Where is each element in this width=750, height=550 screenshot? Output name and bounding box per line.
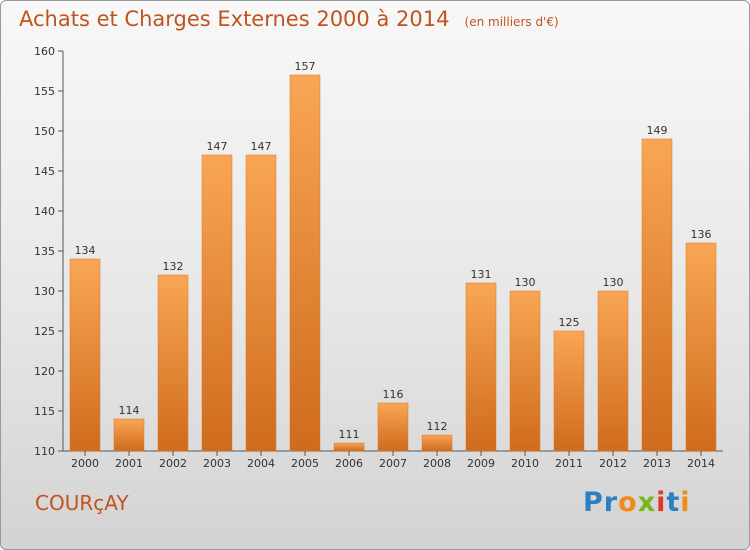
bar xyxy=(69,258,101,452)
bar-value-label: 112 xyxy=(427,420,448,433)
x-tick-label: 2005 xyxy=(291,457,319,470)
bar xyxy=(553,330,585,452)
bar xyxy=(641,138,673,452)
brand-letter: x xyxy=(637,487,657,518)
y-tick-label: 140 xyxy=(34,205,55,218)
brand-letter: o xyxy=(618,487,638,518)
x-tick-label: 2002 xyxy=(159,457,187,470)
bar-value-label: 130 xyxy=(515,276,536,289)
x-tick-label: 2013 xyxy=(643,457,671,470)
bar xyxy=(245,154,277,452)
x-tick-label: 2006 xyxy=(335,457,363,470)
bar xyxy=(685,242,717,452)
y-tick-label: 150 xyxy=(34,125,55,138)
bar xyxy=(289,74,321,452)
brand-letter: P xyxy=(583,487,604,518)
y-tick-label: 160 xyxy=(34,45,55,58)
bar xyxy=(333,442,365,452)
brand-letter: t xyxy=(666,487,681,518)
bar xyxy=(509,290,541,452)
bar-value-label: 134 xyxy=(75,244,96,257)
commune-name: COURçAY xyxy=(35,491,129,515)
bar-value-label: 147 xyxy=(251,140,272,153)
x-tick-label: 2009 xyxy=(467,457,495,470)
y-tick-label: 120 xyxy=(34,365,55,378)
x-tick-label: 2001 xyxy=(115,457,143,470)
chart-title: Achats et Charges Externes 2000 à 2014 xyxy=(19,7,450,31)
bar-value-label: 114 xyxy=(119,404,140,417)
x-tick-label: 2008 xyxy=(423,457,451,470)
bar xyxy=(421,434,453,452)
x-tick-label: 2012 xyxy=(599,457,627,470)
x-tick-label: 2014 xyxy=(687,457,715,470)
brand-letter: i xyxy=(680,487,691,518)
brand-logo: Proxiti xyxy=(583,487,691,518)
bar-value-label: 131 xyxy=(471,268,492,281)
x-tick-label: 2010 xyxy=(511,457,539,470)
y-tick-label: 155 xyxy=(34,85,55,98)
brand-letter: i xyxy=(656,487,667,518)
bar-value-label: 147 xyxy=(207,140,228,153)
brand-letter: r xyxy=(603,487,619,518)
bar xyxy=(201,154,233,452)
chart-subtitle: (en milliers d'€) xyxy=(464,15,559,29)
x-tick-label: 2011 xyxy=(555,457,583,470)
bar-value-label: 136 xyxy=(691,228,712,241)
bar xyxy=(597,290,629,452)
y-tick-label: 145 xyxy=(34,165,55,178)
x-tick-label: 2000 xyxy=(71,457,99,470)
y-tick-label: 115 xyxy=(34,405,55,418)
bar xyxy=(377,402,409,452)
y-tick-label: 125 xyxy=(34,325,55,338)
y-tick-label: 130 xyxy=(34,285,55,298)
bar-value-label: 132 xyxy=(163,260,184,273)
bar-value-label: 149 xyxy=(647,124,668,137)
bar-value-label: 116 xyxy=(383,388,404,401)
y-tick-label: 110 xyxy=(34,445,55,458)
x-tick-label: 2004 xyxy=(247,457,275,470)
bar-value-label: 111 xyxy=(339,428,360,441)
bar-value-label: 130 xyxy=(603,276,624,289)
title-row: Achats et Charges Externes 2000 à 2014 (… xyxy=(19,7,559,31)
bar-value-label: 125 xyxy=(559,316,580,329)
bar xyxy=(157,274,189,452)
y-tick-label: 135 xyxy=(34,245,55,258)
bar xyxy=(113,418,145,452)
bar-value-label: 157 xyxy=(295,60,316,73)
x-tick-label: 2003 xyxy=(203,457,231,470)
bar xyxy=(465,282,497,452)
x-tick-label: 2007 xyxy=(379,457,407,470)
